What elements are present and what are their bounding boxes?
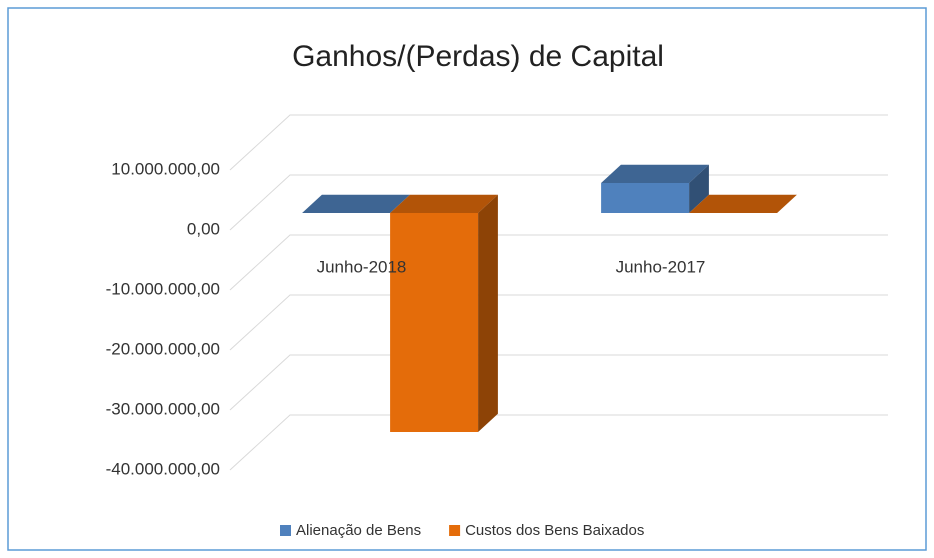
grid-line: [229, 354, 888, 411]
x-tick-label: Junho-2018: [317, 257, 407, 276]
bar-top: [302, 194, 410, 213]
grid-line: [229, 114, 888, 171]
legend-swatch: [449, 525, 461, 536]
x-tick-label: Junho-2017: [616, 257, 706, 276]
y-tick-label: -20.000.000,00: [106, 339, 220, 358]
grid-line: [229, 234, 888, 291]
bar-top: [689, 194, 797, 213]
bar-front: [390, 212, 479, 432]
bar-side: [478, 194, 498, 432]
bar-side: [689, 164, 709, 213]
grid-line: [229, 294, 888, 351]
bar-front: [601, 182, 690, 213]
chart-title: Ganhos/(Perdas) de Capital: [292, 40, 664, 73]
bar-top: [601, 164, 709, 183]
grid-line: [229, 414, 888, 471]
bar-top: [390, 194, 498, 213]
legend-label: Alienação de Bens: [296, 522, 421, 539]
y-tick-label: -10.000.000,00: [106, 279, 220, 298]
legend-label: Custos dos Bens Baixados: [465, 522, 644, 539]
y-tick-label: -30.000.000,00: [106, 399, 220, 418]
y-tick-label: 0,00: [187, 219, 220, 238]
y-tick-label: -40.000.000,00: [106, 459, 220, 478]
legend-swatch: [280, 525, 291, 536]
y-tick-label: 10.000.000,00: [111, 159, 220, 178]
